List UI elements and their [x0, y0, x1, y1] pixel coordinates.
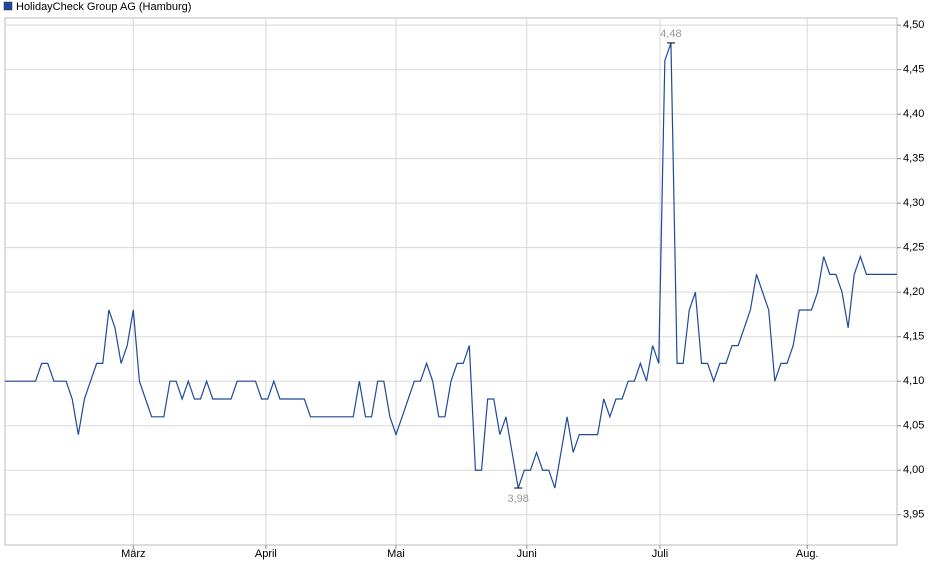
price-line: [5, 42, 897, 489]
y-tick-label: 4,30: [903, 197, 924, 209]
y-tick-label: 4,35: [903, 153, 924, 165]
y-tick-label: 3,95: [903, 509, 924, 521]
y-tick-label: 4,05: [903, 420, 924, 432]
plot-area: [4, 17, 898, 546]
y-tick-label: 4,10: [903, 375, 924, 387]
x-tick-label: Juli: [652, 548, 669, 560]
legend-label: HolidayCheck Group AG (Hamburg): [16, 1, 191, 13]
x-tick-label: Aug.: [796, 548, 819, 560]
y-tick-label: 4,45: [903, 64, 924, 76]
x-tick-label: Mai: [387, 548, 405, 560]
x-tick-label: April: [255, 548, 277, 560]
extreme-label: 3,98: [507, 493, 528, 505]
y-tick-label: 4,25: [903, 242, 924, 254]
y-tick-label: 4,50: [903, 19, 924, 31]
y-tick-label: 4,00: [903, 464, 924, 476]
legend-swatch: [3, 1, 13, 11]
y-tick-label: 4,20: [903, 286, 924, 298]
y-tick-label: 4,40: [903, 108, 924, 120]
y-tick-label: 4,15: [903, 331, 924, 343]
extreme-label: 4,48: [660, 28, 681, 40]
x-tick-label: März: [121, 548, 145, 560]
x-tick-label: Juni: [517, 548, 537, 560]
